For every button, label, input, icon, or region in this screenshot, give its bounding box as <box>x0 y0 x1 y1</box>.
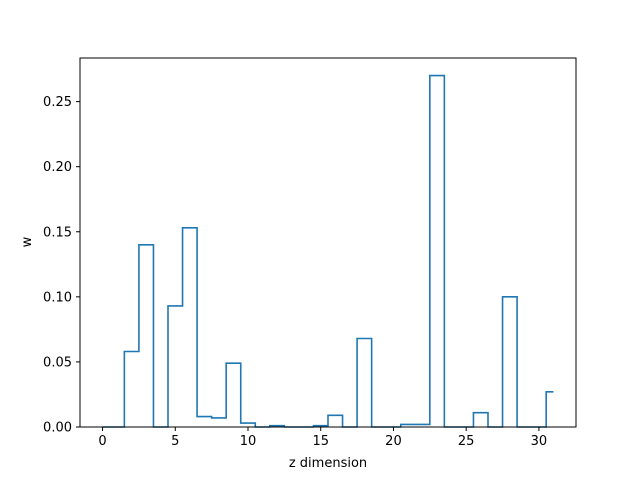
y-tick-label: 0.00 <box>43 421 72 436</box>
x-tick-label: 30 <box>531 434 548 449</box>
x-tick-label: 5 <box>171 434 179 449</box>
y-axis-label: w <box>20 236 35 247</box>
x-tick-label: 10 <box>240 434 257 449</box>
x-tick-label: 15 <box>312 434 329 449</box>
x-axis-ticks: 0 5 10 15 20 25 30 <box>98 427 547 449</box>
x-tick-label: 25 <box>458 434 475 449</box>
plot-frame <box>79 57 577 428</box>
y-tick-label: 0.15 <box>43 225 72 240</box>
plot-area <box>80 58 576 427</box>
x-axis-label: z dimension <box>289 456 367 471</box>
x-tick-label: 0 <box>98 434 106 449</box>
x-tick-label: 20 <box>385 434 402 449</box>
y-tick-label: 0.05 <box>43 355 72 370</box>
series-layer <box>102 74 554 428</box>
series-line-0 <box>102 74 554 428</box>
y-tick-label: 0.25 <box>43 95 72 110</box>
y-axis-ticks: 0.00 0.05 0.10 0.15 0.20 0.25 <box>43 95 80 436</box>
y-tick-label: 0.10 <box>43 290 72 305</box>
y-tick-label: 0.20 <box>43 160 72 175</box>
